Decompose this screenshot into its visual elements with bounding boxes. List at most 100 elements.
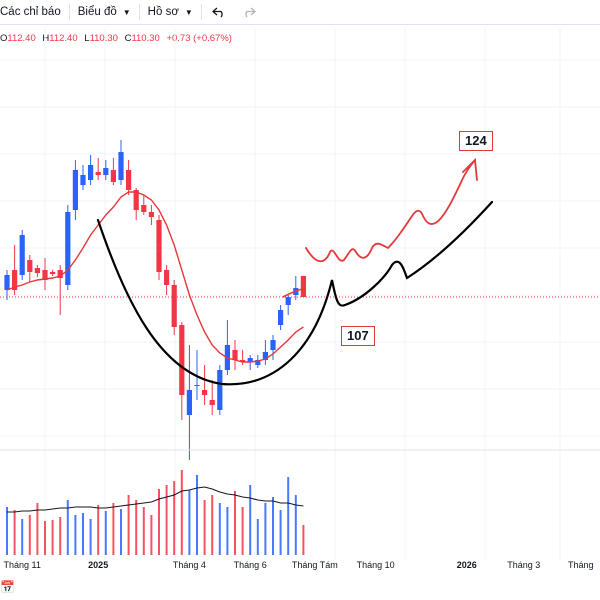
volume-bars bbox=[6, 470, 305, 555]
volume-bar bbox=[203, 500, 206, 555]
candle-body bbox=[27, 260, 33, 272]
undo-arrow-icon bbox=[211, 7, 223, 18]
candle-body bbox=[110, 170, 116, 182]
redo-arrow-icon bbox=[245, 7, 256, 18]
close-value: 110.30 bbox=[131, 33, 160, 44]
chart-menu-button[interactable]: Biểu đồ ▼ bbox=[70, 0, 139, 24]
volume-bar bbox=[150, 515, 153, 555]
volume-bar bbox=[28, 515, 31, 555]
x-tick-label: Tháng Tám bbox=[292, 560, 338, 570]
volume-bar bbox=[272, 497, 274, 555]
candle-body bbox=[4, 275, 10, 290]
candle-body bbox=[202, 390, 208, 395]
volume-bar bbox=[21, 519, 24, 555]
volume-bar bbox=[165, 485, 168, 555]
candle-body bbox=[300, 276, 306, 297]
chevron-down-icon: ▼ bbox=[184, 7, 193, 17]
low-value: 110.30 bbox=[89, 33, 118, 44]
chevron-down-icon: ▼ bbox=[122, 7, 131, 17]
volume-bar bbox=[279, 510, 282, 555]
change-value: +0.73 (+0.67%) bbox=[166, 33, 232, 44]
volume-bar bbox=[249, 485, 252, 555]
candle-body bbox=[80, 175, 86, 185]
x-tick-label: Tháng 4 bbox=[173, 560, 206, 570]
candle-body bbox=[141, 205, 147, 212]
candle-body bbox=[240, 360, 246, 362]
indicators-label: Các chỉ báo bbox=[0, 6, 61, 18]
ma-extension-drawing bbox=[282, 287, 307, 298]
candle-body bbox=[42, 270, 48, 280]
candle-body bbox=[194, 385, 200, 386]
volume-bar bbox=[226, 507, 229, 555]
candle-body bbox=[270, 340, 276, 350]
x-tick-label: 2026 bbox=[457, 560, 477, 570]
candle-body bbox=[95, 172, 101, 175]
volume-bar bbox=[142, 507, 145, 555]
profile-menu-button[interactable]: Hồ sơ ▼ bbox=[140, 0, 201, 24]
candle-body bbox=[156, 220, 162, 272]
volume-bar bbox=[112, 503, 115, 555]
open-value: 112.40 bbox=[7, 33, 36, 44]
volume-bar bbox=[36, 503, 39, 555]
volume-bar bbox=[173, 481, 176, 555]
x-tick-label: 2025 bbox=[88, 560, 108, 570]
toolbar-divider bbox=[200, 4, 202, 20]
candle-body bbox=[179, 325, 185, 395]
redo-button[interactable] bbox=[236, 0, 262, 24]
close-key: C bbox=[124, 33, 132, 44]
volume-bar bbox=[264, 503, 267, 555]
projection-arrow-head-icon bbox=[462, 158, 478, 181]
volume-bar bbox=[104, 511, 107, 555]
volume-bar bbox=[59, 517, 62, 555]
volume-ma-line bbox=[7, 486, 304, 513]
target-low-label[interactable]: 107 bbox=[341, 326, 375, 346]
calendar-icon[interactable]: 📅 bbox=[0, 580, 15, 594]
volume-bar bbox=[6, 507, 8, 555]
volume-bar bbox=[127, 495, 130, 555]
grid-lines bbox=[0, 28, 600, 560]
low-key: L bbox=[84, 33, 90, 44]
volume-bar bbox=[287, 477, 290, 555]
candle-body bbox=[118, 152, 124, 180]
candle-body bbox=[65, 212, 71, 285]
moving-average-line bbox=[6, 191, 304, 363]
volume-bar bbox=[241, 507, 244, 555]
volume-bar bbox=[196, 475, 198, 555]
candle-body bbox=[217, 370, 223, 410]
candle-body bbox=[247, 358, 253, 362]
volume-bar bbox=[234, 491, 236, 555]
candle-body bbox=[148, 212, 154, 217]
candle-body bbox=[232, 350, 238, 360]
volume-bar bbox=[180, 470, 183, 555]
volume-bar bbox=[82, 513, 84, 555]
undo-button[interactable] bbox=[202, 0, 236, 24]
high-key: H bbox=[42, 33, 50, 44]
candle-body bbox=[50, 272, 56, 274]
candle-body bbox=[209, 400, 215, 405]
volume-bar bbox=[89, 519, 92, 555]
candle-body bbox=[262, 352, 268, 360]
x-tick-label: Tháng bbox=[568, 560, 594, 570]
ohlc-legend: O112.40 H112.40 L110.30 C110.30 +0.73 (+… bbox=[0, 33, 236, 44]
candle-body bbox=[255, 360, 261, 365]
candle-body bbox=[72, 170, 78, 210]
indicators-button[interactable]: Các chỉ báo bbox=[0, 0, 69, 24]
volume-bar bbox=[66, 500, 69, 555]
candle-body bbox=[34, 268, 40, 273]
volume-bar bbox=[44, 521, 46, 555]
volume-bar bbox=[13, 510, 16, 555]
chart-menu-label: Biểu đồ bbox=[77, 6, 117, 18]
candle-body bbox=[171, 285, 177, 327]
open-key: O bbox=[0, 33, 8, 44]
x-tick-label: Tháng 3 bbox=[507, 560, 540, 570]
volume-bar bbox=[120, 509, 122, 555]
volume-bar bbox=[74, 515, 77, 555]
target-high-label[interactable]: 124 bbox=[459, 131, 493, 151]
volume-bar bbox=[97, 505, 100, 555]
top-toolbar: Các chỉ báo Biểu đồ ▼ Hồ sơ ▼ bbox=[0, 0, 600, 25]
projection-path-drawing bbox=[305, 159, 476, 263]
volume-bar bbox=[158, 489, 160, 555]
candle-body bbox=[88, 165, 94, 180]
candlesticks bbox=[4, 140, 306, 460]
